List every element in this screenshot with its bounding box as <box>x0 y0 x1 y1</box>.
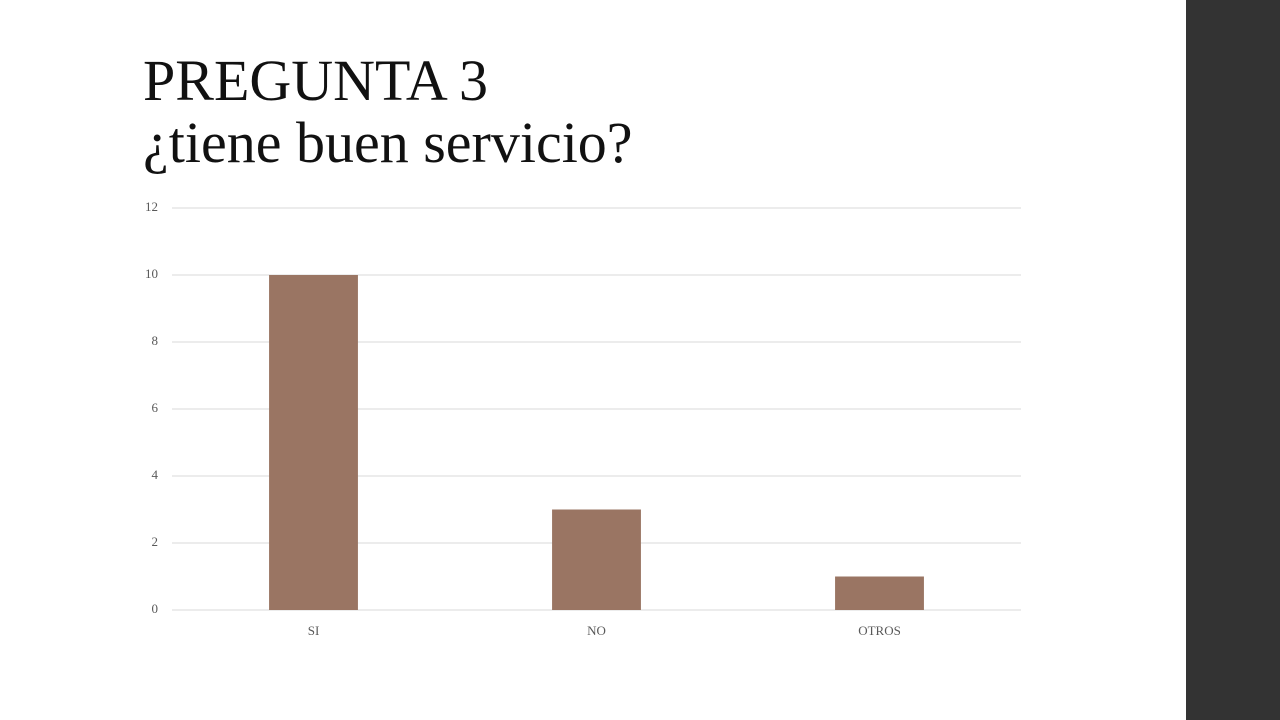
chart-title: PREGUNTA 3 <box>143 48 488 113</box>
bar <box>269 275 358 610</box>
chart-subtitle: ¿tiene buen servicio? <box>143 110 633 175</box>
x-tick-label: SI <box>308 623 320 638</box>
y-tick-label: 0 <box>152 601 159 616</box>
y-tick-label: 2 <box>152 534 159 549</box>
y-tick-label: 10 <box>145 266 158 281</box>
y-tick-label: 4 <box>152 467 159 482</box>
bar <box>552 509 641 610</box>
x-tick-label: OTROS <box>858 623 901 638</box>
x-tick-label: NO <box>587 623 606 638</box>
y-tick-label: 12 <box>145 199 158 214</box>
bar <box>835 576 924 610</box>
sidebar <box>1186 0 1280 720</box>
y-tick-label: 6 <box>152 400 159 415</box>
y-tick-label: 8 <box>152 333 159 348</box>
